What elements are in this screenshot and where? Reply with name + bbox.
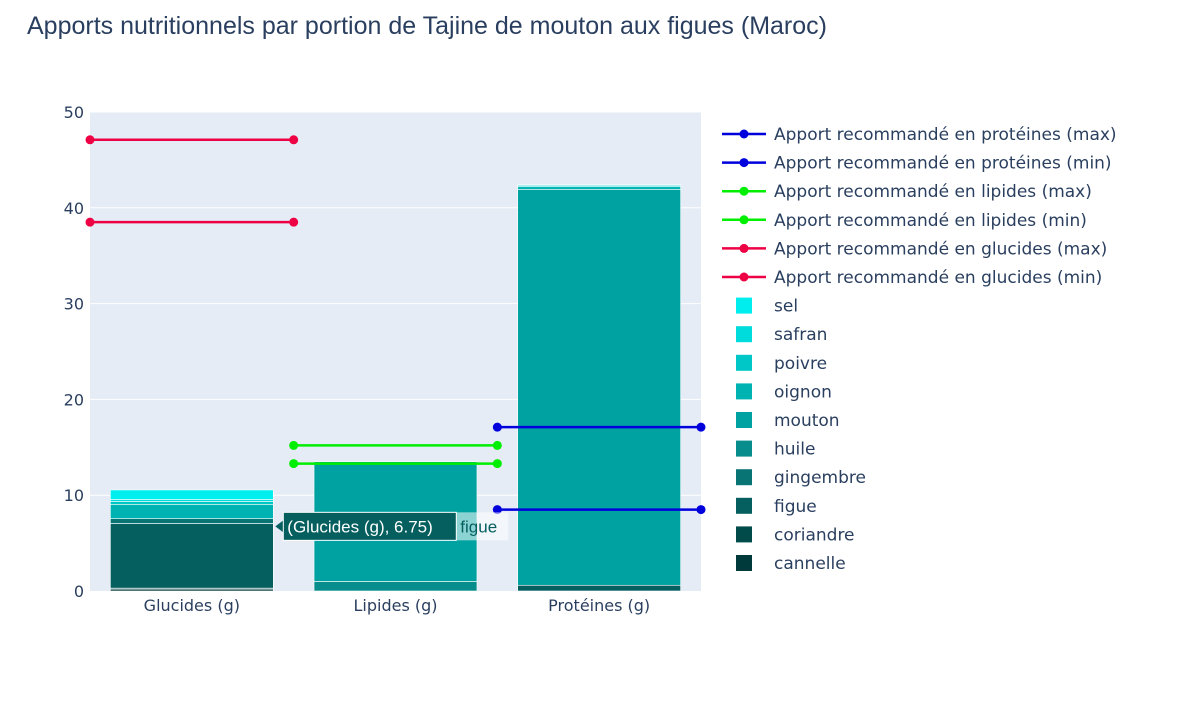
chart-title: Apports nutritionnels par portion de Taj…: [27, 12, 827, 40]
legend-swatch: [736, 412, 752, 428]
tooltip: (Glucides (g), 6.75) figue: [275, 511, 509, 541]
legend-swatch-point: [739, 158, 749, 168]
legend-label: coriandre: [774, 525, 855, 545]
legend-label: Apport recommandé en lipides (min): [774, 211, 1087, 231]
bar-mouton-proteines-g: [517, 189, 681, 586]
tooltip-arrow: [275, 520, 284, 533]
legend-item-apport-recommande-en-proteines-max: Apport recommandé en protéines (max): [722, 125, 1117, 145]
bar-safran-proteines-g: [517, 184, 681, 187]
ref-line-apport-recommande-en-glucides-min-point-start: [85, 217, 95, 227]
tooltip-name-box: [456, 512, 509, 541]
legend-item-apport-recommande-en-proteines-min: Apport recommandé en protéines (min): [722, 154, 1112, 174]
y-tick-label: 50: [64, 103, 84, 122]
legend-label: cannelle: [774, 554, 846, 574]
legend-item-figue: figue: [736, 497, 817, 517]
x-tick-label: Lipides (g): [353, 596, 437, 615]
bar-poivre-glucides-g: [110, 501, 274, 505]
tooltip-label: (Glucides (g), 6.75): [287, 517, 433, 536]
legend-label: Apport recommandé en protéines (max): [774, 125, 1117, 145]
legend-swatch: [736, 297, 752, 314]
legend-label: oignon: [774, 382, 832, 402]
legend-item-sel: sel: [736, 297, 798, 317]
legend-swatch: [736, 469, 752, 486]
y-tick-label: 0: [74, 582, 84, 601]
legend-item-safran: safran: [736, 325, 827, 345]
legend-label: figue: [774, 497, 817, 517]
ref-line-apport-recommande-en-glucides-min-point-end: [289, 217, 299, 227]
legend-label: mouton: [774, 411, 840, 431]
legend-label: huile: [774, 440, 815, 460]
legend-swatch-point: [739, 129, 749, 139]
legend-label: gingembre: [774, 468, 866, 488]
legend-swatch-point: [739, 272, 749, 282]
legend-item-apport-recommande-en-lipides-min: Apport recommandé en lipides (min): [722, 211, 1087, 231]
legend-swatch-point: [739, 186, 749, 196]
legend-label: Apport recommandé en glucides (min): [774, 268, 1102, 288]
legend-item-apport-recommande-en-glucides-min: Apport recommandé en glucides (min): [722, 268, 1102, 288]
legend-item-gingembre: gingembre: [736, 468, 866, 488]
legend-swatch: [736, 326, 752, 343]
legend-item-mouton: mouton: [736, 411, 840, 431]
legend-item-apport-recommande-en-lipides-max: Apport recommandé en lipides (max): [722, 182, 1092, 202]
y-tick-label: 20: [64, 390, 84, 409]
legend-swatch: [736, 497, 752, 514]
y-tick-label: 10: [64, 486, 84, 505]
ref-line-apport-recommande-en-proteines-max-point-end: [696, 422, 706, 432]
ref-line-apport-recommande-en-lipides-min-point-end: [492, 459, 502, 469]
tooltip-series-name: figue: [460, 517, 497, 536]
ref-line-apport-recommande-en-lipides-max-point-end: [492, 440, 502, 450]
legend-label: poivre: [774, 354, 827, 374]
ref-line-apport-recommande-en-proteines-min-point-start: [492, 505, 502, 515]
bar-sel-glucides-g: [110, 489, 274, 500]
legend-swatch: [736, 526, 752, 543]
ref-line-apport-recommande-en-proteines-max-point-start: [492, 422, 502, 432]
legend-swatch: [736, 383, 752, 400]
ref-line-apport-recommande-en-glucides-max-point-end: [289, 135, 299, 145]
y-tick-label: 40: [64, 199, 84, 218]
legend-item-huile: huile: [736, 440, 815, 460]
legend-item-coriandre: coriandre: [736, 525, 855, 545]
bar-figue-glucides-g: [110, 523, 274, 589]
x-tick-label: Protéines (g): [548, 596, 650, 615]
legend-item-poivre: poivre: [736, 354, 827, 374]
bar-oignon-glucides-g: [110, 504, 274, 519]
x-tick-label: Glucides (g): [144, 596, 240, 615]
ref-line-apport-recommande-en-lipides-min-point-start: [289, 459, 299, 469]
legend-swatch-point: [739, 243, 749, 253]
ref-line-apport-recommande-en-proteines-min-point-end: [696, 505, 706, 515]
legend-label: sel: [774, 297, 798, 317]
legend-label: safran: [774, 325, 827, 345]
legend-swatch: [736, 440, 752, 457]
legend-item-apport-recommande-en-glucides-max: Apport recommandé en glucides (max): [722, 239, 1107, 259]
ref-line-apport-recommande-en-glucides-max-point-start: [85, 135, 95, 145]
legend-label: Apport recommandé en glucides (max): [774, 239, 1107, 259]
legend-item-oignon: oignon: [736, 382, 832, 402]
legend: Apport recommandé en protéines (max) Appo…: [722, 125, 1117, 574]
y-tick-label: 30: [64, 295, 84, 314]
bar-figue-proteines-g: [517, 584, 681, 592]
legend-label: Apport recommandé en protéines (min): [774, 154, 1112, 174]
bar-huile-lipides-g: [313, 581, 478, 592]
legend-item-cannelle: cannelle: [736, 554, 846, 574]
legend-label: Apport recommandé en lipides (max): [774, 182, 1092, 202]
bar-gingembre-glucides-g: [110, 518, 274, 524]
legend-swatch-point: [739, 215, 749, 225]
ref-line-apport-recommande-en-lipides-max-point-start: [289, 440, 299, 450]
legend-swatch: [736, 555, 752, 571]
bar-oignon-proteines-g: [517, 186, 681, 190]
legend-swatch: [736, 354, 752, 371]
hover-tooltip: (Glucides (g), 6.75) figue: [275, 511, 509, 541]
